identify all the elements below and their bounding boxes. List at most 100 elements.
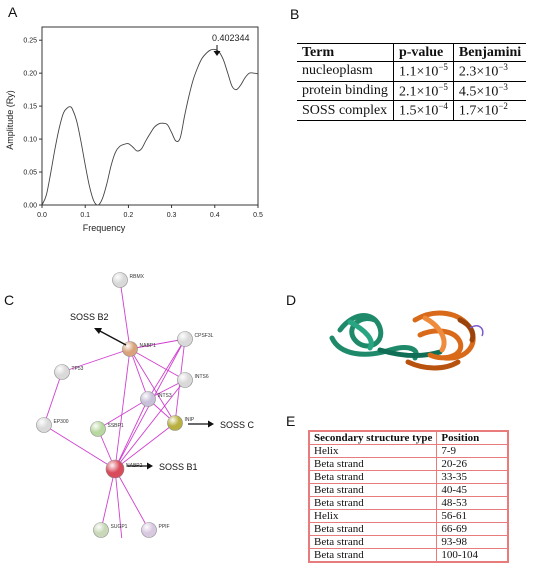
peak-annotation: 0.402344 — [212, 33, 250, 56]
network-edge — [114, 348, 131, 470]
network-edge — [129, 348, 149, 400]
network-node-cpsf3l: CPSF3L — [177, 331, 214, 347]
y-tick-label: 0.10 — [23, 137, 37, 144]
network-edge — [43, 371, 63, 426]
x-tick-label: 0.2 — [124, 212, 134, 219]
network-node-label: CPSF3L — [195, 333, 214, 339]
x-tick-label: 0.0 — [37, 212, 47, 219]
chart-series-line — [41, 48, 259, 206]
network-edge — [147, 338, 186, 400]
table-row: Helix 56-61 — [308, 509, 509, 523]
table-cell: Beta strand — [308, 548, 438, 563]
table-row: Beta strand 20-26 — [308, 457, 509, 471]
column-header-p-value: p-value — [392, 43, 454, 62]
table-cell: 1.1×10−5 — [392, 61, 454, 82]
x-tick-label: 0.1 — [80, 212, 90, 219]
network-node-ints3: INTS3 — [140, 391, 172, 407]
column-header-position: Position — [436, 430, 509, 445]
network-edge — [129, 348, 186, 381]
callout-soss-b2-arrow — [97, 329, 127, 346]
network-node-label: TP53 — [72, 366, 84, 372]
panel-label-a: A — [8, 4, 18, 20]
x-tick-label: 0.3 — [167, 212, 177, 219]
table-cell: 33-35 — [436, 470, 509, 484]
network-node-tp53: TP53 — [54, 364, 84, 380]
table-header-row: Term p-value Benjamini — [297, 43, 527, 62]
enrichment-table: Term p-value Benjamini nucleoplasm 1.1×10… — [297, 43, 527, 121]
network-node-ints6: INTS6 — [177, 372, 209, 388]
table-cell: Beta strand — [308, 457, 438, 471]
callout-soss-b2-label: SOSS B2 — [70, 312, 109, 322]
column-header-structure-type: Secondary structure type — [308, 430, 438, 445]
table-cell: 7-9 — [436, 444, 509, 458]
network-node-label: SUGP1 — [111, 524, 128, 530]
table-row: nucleoplasm 1.1×10−5 2.3×10−3 — [297, 61, 527, 82]
panel-label-d: D — [286, 292, 297, 308]
secondary-structure-table: Secondary structure type Position Helix 7… — [308, 430, 510, 563]
network-node-label: PPIF — [159, 524, 170, 530]
network-node-label: INTS6 — [195, 374, 209, 380]
table-cell: Helix — [308, 509, 438, 523]
callout-soss-c-label: SOSS C — [220, 420, 255, 430]
y-tick-label: 0.05 — [23, 170, 37, 177]
table-cell: 4.5×10−3 — [452, 80, 527, 101]
table-cell: 2.3×10−3 — [452, 61, 527, 82]
callout-soss-c: SOSS C — [188, 420, 255, 430]
protein-structure-illustration — [329, 310, 484, 371]
table-row: protein binding 2.1×10−5 4.5×10−3 — [297, 80, 527, 101]
x-tick-label: 0.4 — [210, 212, 220, 219]
panel-label-b: B — [290, 6, 300, 22]
callout-soss-b2-arrowhead — [94, 328, 102, 334]
table-header-row: Secondary structure type Position — [308, 430, 509, 445]
network-edges — [43, 279, 186, 538]
y-tick-label: 0.25 — [23, 38, 37, 45]
network-edge — [129, 348, 176, 424]
protein-interaction-network: RBMX NABP1 CPSF3L TP53 INTS6 INTS3 EP300 SSBP1 I… — [36, 272, 255, 538]
network-node-label: INTS3 — [158, 393, 172, 399]
ribbon-green — [329, 313, 443, 361]
table-row: Beta strand 48-53 — [308, 496, 509, 510]
y-tick-labels: 0.00 0.05 0.10 0.15 0.20 0.25 — [23, 38, 37, 210]
table-row: Beta strand 93-98 — [308, 535, 509, 549]
table-cell: 1.5×10−4 — [392, 100, 454, 121]
table-cell: 20-26 — [436, 457, 509, 471]
table-cell: 2.1×10−5 — [392, 80, 454, 101]
y-tick-label: 0.00 — [23, 203, 37, 210]
y-tick-label: 0.20 — [23, 71, 37, 78]
table-row: Beta strand 33-35 — [308, 470, 509, 484]
network-node-nabp1: NABP1 — [122, 341, 156, 357]
network-edge — [119, 279, 131, 350]
network-edge — [100, 468, 116, 531]
table-row: Beta strand 100-104 — [308, 548, 509, 563]
network-node-rbmx: RBMX — [112, 272, 145, 288]
table-cell: Beta strand — [308, 483, 438, 497]
network-edge — [61, 348, 131, 373]
network-edge — [97, 398, 149, 430]
x-tick-label: 0.5 — [253, 212, 263, 219]
network-node-nabp2: NABP2 — [105, 459, 143, 479]
network-edge — [114, 468, 123, 538]
network-node-sugp1: SUGP1 — [93, 522, 128, 538]
table-cell: 48-53 — [436, 496, 509, 510]
network-edge — [114, 468, 150, 531]
table-cell: nucleoplasm — [302, 63, 373, 79]
network-edge — [114, 422, 176, 470]
table-row: Helix 7-9 — [308, 444, 509, 458]
peak-annotation-label: 0.402344 — [212, 33, 250, 43]
network-node-ssbp1: SSBP1 — [90, 421, 124, 437]
plot-frame — [41, 26, 259, 206]
table-cell: Beta strand — [308, 522, 438, 536]
table-cell: SOSS complex — [297, 100, 394, 121]
chart-xlabel: Frequency — [83, 223, 126, 233]
chart-ylabel: Amplitude (Ry) — [5, 90, 15, 150]
panel-label-c: C — [4, 292, 15, 308]
callout-soss-b1-arrowhead — [147, 462, 153, 470]
table-cell: 66-69 — [436, 522, 509, 536]
table-row: Beta strand 66-69 — [308, 522, 509, 536]
table-cell: Beta strand — [308, 470, 438, 484]
table-cell: Beta strand — [308, 535, 438, 549]
network-node-label: INIP — [185, 417, 195, 423]
network-node-ep300: EP300 — [36, 417, 69, 433]
network-node-label: EP300 — [54, 419, 69, 425]
network-edge — [129, 338, 186, 350]
